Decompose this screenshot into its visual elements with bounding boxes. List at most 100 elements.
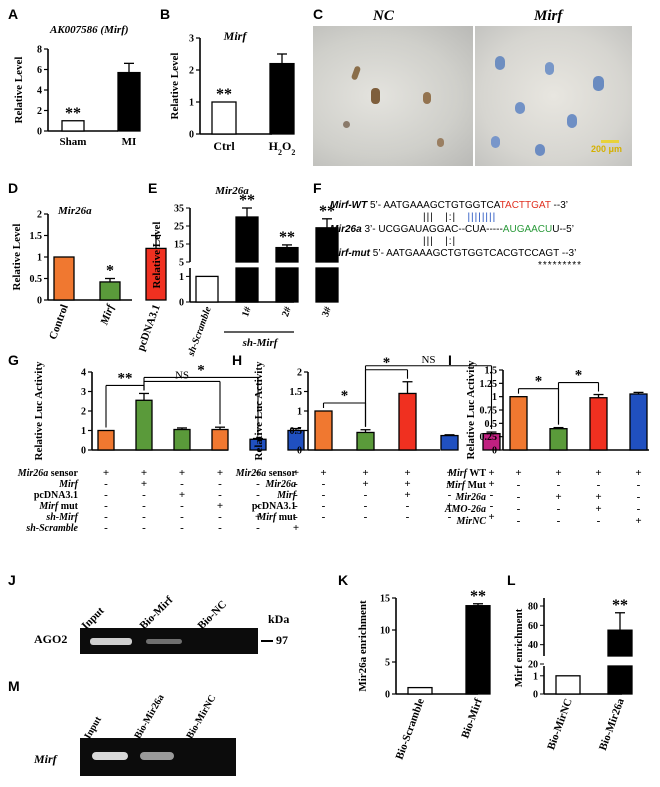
condition-sign: + <box>179 467 185 479</box>
cell-brown <box>343 121 350 128</box>
condition-sign: - <box>322 478 326 490</box>
x-tick-label: MI <box>122 136 137 148</box>
x-tick-label: Ctrl <box>213 139 235 153</box>
significance-mark: * <box>341 388 349 404</box>
condition-sign: + <box>488 511 494 523</box>
y-tick-label: 2 <box>81 407 86 418</box>
significance-mark: ** <box>612 597 628 614</box>
y-tick-label: 3 <box>81 387 86 398</box>
condition-sign: - <box>597 515 601 527</box>
condition-label: Mir26a <box>454 492 486 503</box>
condition-sign: - <box>637 503 641 515</box>
condition-sign: + <box>595 467 601 479</box>
panel-label-j: J <box>8 572 16 588</box>
x-tick-label: 3# <box>320 305 334 318</box>
y-tick-label: 1 <box>81 426 86 437</box>
pairing-black: ||| |:| <box>423 212 468 223</box>
y-tick-label: 1 <box>179 272 184 283</box>
condition-sign: - <box>322 511 326 523</box>
condition-sign: - <box>364 500 368 512</box>
y-tick-label: 1.25 <box>480 379 498 390</box>
condition-label: pcDNA3.1 <box>252 501 296 512</box>
bar <box>173 428 191 451</box>
bar <box>275 246 299 263</box>
condition-sign: + <box>488 467 494 479</box>
y-tick-label: 3 <box>189 34 194 45</box>
seq-highlight: TACTTGAT <box>499 200 551 211</box>
bar <box>314 410 333 451</box>
condition-sign: - <box>517 491 521 503</box>
y-tick-label: 2 <box>297 368 302 379</box>
condition-sign: + <box>362 478 368 490</box>
y-tick-label: 35 <box>174 204 184 215</box>
condition-label: sh-Mirf <box>45 512 79 523</box>
y-tick-label: 4 <box>81 368 86 379</box>
condition-sign: - <box>406 500 410 512</box>
band-input <box>90 638 132 645</box>
condition-sign: - <box>597 479 601 491</box>
y-tick-label: 10 <box>380 626 390 637</box>
significance-mark: ** <box>470 588 486 605</box>
condition-sign: - <box>218 478 222 490</box>
bar <box>555 675 581 695</box>
bar <box>235 267 259 303</box>
condition-sign: - <box>448 511 452 523</box>
condition-sign: + <box>255 511 261 523</box>
y-tick-label: 1 <box>533 671 538 682</box>
condition-sign: - <box>142 489 146 501</box>
seq-stars: ********* <box>538 260 583 271</box>
seq-tail: U--5’ <box>552 224 574 235</box>
marker-tick <box>261 640 273 642</box>
seq-row-mirf-mut: Mirf-mut 5’- AATGAAAGCTGTGGTCACGTCCAGT -… <box>330 248 576 259</box>
condition-sign: - <box>294 478 298 490</box>
panel-label-h: H <box>232 352 243 368</box>
condition-sign: - <box>180 478 184 490</box>
x-tick-label: pcDNA3.1 <box>135 303 163 353</box>
y-tick-label: 15 <box>174 240 184 251</box>
y-tick-label: 0.75 <box>480 406 498 417</box>
significance-mark: ** <box>239 192 255 209</box>
y-tick-label: 1.5 <box>30 231 43 242</box>
panel-label-a: A <box>8 6 19 22</box>
condition-sign: - <box>322 500 326 512</box>
bar <box>97 429 115 451</box>
condition-sign: - <box>517 503 521 515</box>
condition-label: Mirf <box>58 479 80 490</box>
y-tick-label: 60 <box>528 621 538 632</box>
condition-sign: + <box>404 489 410 501</box>
condition-sign: - <box>142 511 146 523</box>
condition-sign: - <box>180 511 184 523</box>
condition-sign: - <box>557 515 561 527</box>
group-label: sh-Mirf <box>242 337 279 349</box>
condition-sign: - <box>448 489 452 501</box>
condition-sign: + <box>555 467 561 479</box>
bar <box>135 399 153 451</box>
y-tick-label: 0.25 <box>480 432 498 443</box>
bar <box>211 101 237 135</box>
cell-brown <box>437 138 444 147</box>
y-tick-label: 0 <box>297 446 302 457</box>
condition-sign: + <box>446 467 452 479</box>
condition-sign: + <box>595 491 601 503</box>
micrograph-label-mirf: Mirf <box>534 8 563 24</box>
condition-sign: - <box>256 500 260 512</box>
significance-mark: ** <box>65 105 81 122</box>
y-axis-label: Relative Level <box>13 57 25 124</box>
condition-sign: - <box>142 522 146 534</box>
condition-sign: - <box>104 500 108 512</box>
y-axis-label: Relative Level <box>169 53 181 120</box>
condition-sign: - <box>557 503 561 515</box>
panel-label-b: B <box>160 6 171 22</box>
y-axis-label: Relative Level <box>151 222 163 289</box>
condition-sign: - <box>490 489 494 501</box>
cell-blue <box>545 62 554 75</box>
condition-sign: + <box>217 500 223 512</box>
x-tick-label: sh-Scramble <box>185 305 214 359</box>
pairing-blue: |||||||| <box>467 212 497 223</box>
condition-label: pcDNA3.1 <box>34 490 78 501</box>
condition-sign: - <box>104 489 108 501</box>
y-tick-label: 1.5 <box>485 366 498 377</box>
significance-mark: ** <box>118 370 133 386</box>
y-tick-label: 1 <box>189 98 194 109</box>
bar <box>607 629 633 657</box>
